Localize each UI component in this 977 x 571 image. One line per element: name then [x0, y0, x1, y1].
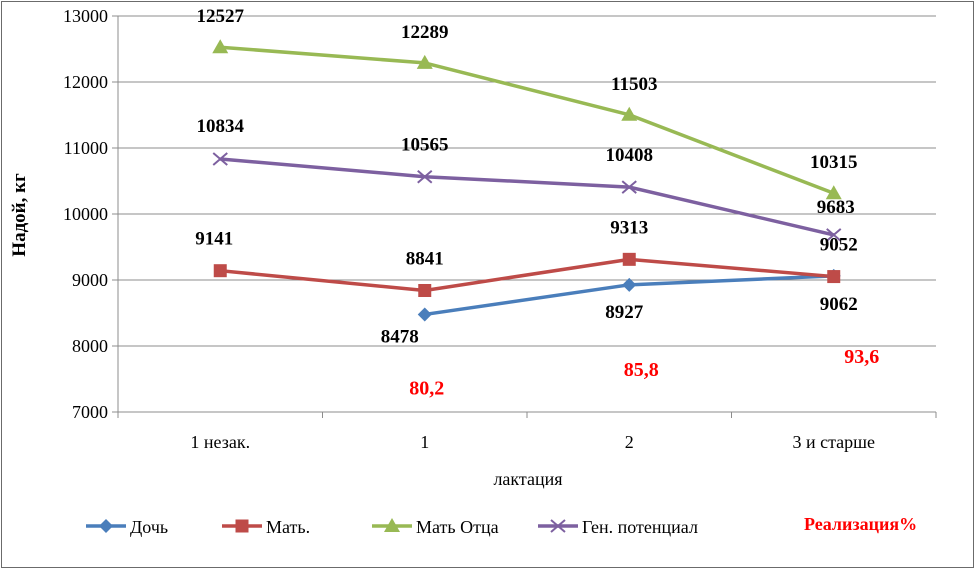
series-line-1	[220, 257, 834, 293]
data-label: 9062	[820, 294, 858, 315]
y-tick-label: 12000	[63, 72, 108, 92]
legend-label: Мать Отца	[416, 517, 499, 537]
data-label: 8841	[406, 248, 444, 269]
data-point	[212, 39, 229, 54]
legend: Дочь Мать. Мать Отца Ген. потенциал Реализац…	[86, 514, 917, 537]
series-markers	[212, 39, 842, 322]
x-tick-label: 1 незак.	[190, 432, 250, 452]
y-axis-title: Надой, кг	[9, 173, 30, 257]
data-label: 10834	[197, 116, 245, 137]
y-tick-label: 11000	[64, 138, 108, 158]
data-point	[827, 270, 841, 284]
data-label: 8478	[381, 326, 419, 347]
legend-label-realization: Реализация%	[804, 514, 917, 534]
y-tick-label: 7000	[72, 402, 108, 422]
legend-label: Мать.	[266, 517, 310, 537]
series-line-3	[220, 157, 835, 237]
data-label: 12289	[401, 22, 449, 43]
data-point	[418, 283, 432, 297]
data-label: 10408	[606, 145, 654, 166]
y-tick-label: 9000	[72, 270, 108, 290]
data-label: 9683	[817, 197, 855, 218]
legend-item: Мать Отца	[372, 517, 499, 537]
data-label: 10565	[401, 135, 449, 156]
data-label: 9052	[820, 235, 858, 256]
legend-label: Дочь	[130, 517, 168, 537]
realization-label: 80,2	[409, 377, 444, 399]
data-point	[825, 185, 842, 200]
data-label: 9313	[610, 217, 648, 238]
data-label: 12527	[197, 6, 245, 27]
data-point	[622, 277, 637, 292]
gridlines	[118, 15, 936, 347]
realization-labels: 80,2 85,8 93,6	[409, 346, 879, 400]
legend-label: Ген. потенциал	[582, 517, 698, 537]
y-tick-label: 13000	[63, 6, 108, 26]
y-tick-label: 10000	[63, 204, 108, 224]
data-point	[621, 180, 637, 194]
data-label: 8927	[605, 302, 644, 323]
data-point	[622, 252, 636, 266]
legend-marker	[550, 519, 566, 533]
x-tick-label: 2	[625, 432, 634, 452]
y-tick-label: 8000	[72, 336, 108, 356]
realization-label: 85,8	[624, 359, 659, 381]
legend-item: Ген. потенциал	[538, 517, 698, 537]
legend-item: Мать.	[222, 517, 310, 537]
data-point	[213, 264, 227, 278]
data-label: 9141	[195, 229, 233, 250]
x-axis-title: лактация	[493, 469, 562, 489]
x-tick-labels: 1 незак. 1 2 3 и старше	[190, 432, 875, 452]
data-point	[621, 106, 638, 121]
y-tick-labels: 7000 8000 9000 10000 11000 12000 13000	[63, 6, 108, 422]
legend-item: Дочь	[86, 517, 168, 537]
series-line-2	[220, 45, 835, 195]
data-point	[417, 169, 433, 184]
realization-label: 93,6	[844, 346, 879, 368]
axes	[112, 15, 937, 418]
data-label: 11503	[611, 74, 657, 95]
data-point	[826, 228, 842, 242]
data-labels: 8478 8927 9062 9141 8841 9313 9052 12527 12289 11…	[195, 6, 858, 347]
data-label: 10315	[810, 152, 858, 173]
legend-marker	[384, 518, 400, 532]
legend-marker	[99, 519, 113, 533]
data-point	[212, 152, 228, 166]
series-lines	[220, 45, 835, 317]
data-point	[417, 307, 432, 322]
x-tick-label: 1	[420, 432, 429, 452]
legend-marker	[235, 519, 249, 533]
x-tick-label: 3 и старше	[792, 432, 875, 452]
data-point	[416, 54, 433, 69]
